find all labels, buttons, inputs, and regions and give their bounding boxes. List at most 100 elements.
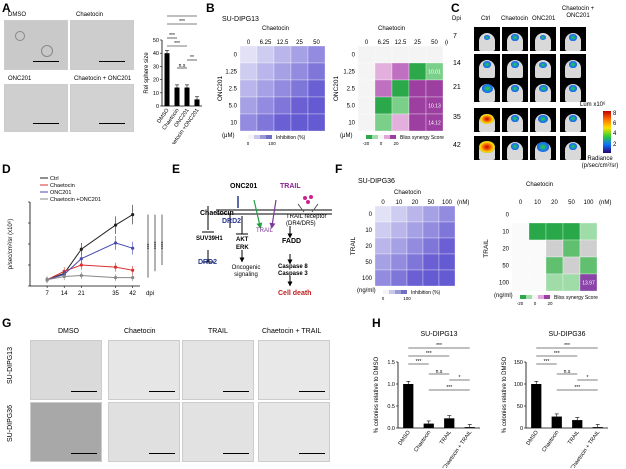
bli-mouse-image: [474, 78, 500, 102]
heatmap-bliss-b: 0 6.25 12.5 25 50 (nM) 0 1.25 2.5 5.0 10 ONC201 (μM)…: [333, 40, 448, 146]
heatmap-cell: [562, 239, 581, 258]
legend-swatch: [248, 135, 254, 139]
heatmap-cell: [545, 273, 564, 292]
sig-label: ***: [446, 385, 452, 391]
data-point: [113, 223, 118, 227]
g-img-13-trail: [182, 340, 254, 400]
legend-tick: 20: [547, 301, 553, 306]
heatmap-cell: [390, 269, 408, 287]
heatmap-cell: [357, 96, 376, 115]
legend-label: Chaetocin: [50, 183, 75, 189]
x-tick-label: 21: [78, 291, 85, 297]
col-unit: (nM): [445, 40, 448, 46]
heatmap-cell: [438, 221, 456, 239]
bar: [592, 427, 603, 428]
bli-mouse-image: [502, 108, 528, 132]
heatmap-cell: [273, 96, 292, 115]
heatmap-cell: [528, 205, 547, 224]
bli-mouse-image: [560, 108, 586, 132]
radiance-color-scale: [603, 111, 611, 153]
heatmap-cell: [273, 62, 292, 81]
heatmap-cell: [239, 113, 258, 132]
legend-label: Chaetocin +ONC201: [50, 197, 101, 203]
heatmap-cell: [425, 113, 444, 132]
legend-swatch: [526, 295, 532, 299]
c-row-label: 7: [453, 33, 457, 40]
chart-title: SU-DIPG36: [549, 331, 586, 338]
micrograph-combo: [70, 84, 134, 132]
bli-mouse-image: [560, 136, 586, 160]
sig-label: n.s: [436, 369, 443, 375]
heatmap-cell: [357, 62, 376, 81]
e-onco: Oncogenic signaling: [231, 265, 261, 278]
sig-label: ***: [574, 385, 580, 391]
sig-label: ****: [154, 241, 160, 249]
row-unit: (ng/ml): [357, 288, 376, 294]
sig-label: ***: [544, 359, 550, 365]
x-tick-label: 35: [112, 291, 119, 297]
heatmap-cell: [390, 253, 408, 271]
x-tick-label: Chaetocin: [413, 430, 432, 454]
heatmap-cell: [422, 205, 440, 223]
col-label: 25: [296, 40, 303, 46]
bar: [531, 384, 542, 428]
heatmap-cell: [511, 222, 530, 241]
y-axis-label: % colonies relative to DMSO: [502, 356, 508, 433]
label-dmso: DMSO: [8, 12, 26, 18]
y-tick-label: 0.5: [387, 404, 395, 410]
row-label: 10: [230, 121, 237, 127]
legend-tick: 0: [380, 141, 383, 146]
heatmap-cell: [290, 113, 309, 132]
col-label: 0: [381, 200, 385, 206]
col-label: 6.25: [260, 40, 272, 46]
heatmap-cell: [422, 237, 440, 255]
bli-mouse-image: [560, 54, 586, 78]
heatmap-cell: [374, 79, 393, 98]
panel-label-c: C: [451, 1, 460, 15]
series-line: [46, 242, 133, 281]
col-label: 50: [568, 200, 575, 206]
bli-mouse-image: [474, 27, 500, 51]
heatmap-cell: [406, 221, 424, 239]
heatmap-cell: [290, 45, 309, 64]
data-point: [113, 265, 118, 269]
micrograph-onc201: [4, 84, 68, 132]
e-akt: AKT ERK: [236, 237, 249, 251]
col-label: 12.5: [395, 40, 407, 46]
heatmap-cell: [357, 113, 376, 132]
chart-a-bars: 01020304050DMSOChaetocinONC201Chaetocin …: [144, 14, 202, 144]
heatmap-cell: [406, 253, 424, 271]
heatmap-cell: [579, 273, 598, 292]
heatmap-cell: [528, 256, 547, 275]
data-point: [79, 257, 83, 261]
col-label: 0: [519, 200, 523, 206]
heatmap-cell: [391, 79, 410, 98]
y-tick-label: 40: [153, 51, 159, 57]
heatmap-cell: [374, 62, 393, 81]
heatmap-cell: [406, 269, 424, 287]
label-chaetocin: Chaetocin: [76, 12, 104, 18]
heatmap-cell: [528, 239, 547, 258]
bli-mouse-image: [530, 27, 556, 51]
heatmap-cell: [391, 96, 410, 115]
heatmap-cell: [307, 62, 326, 81]
heatmap-cell: [579, 256, 598, 275]
heatmap-cell: [579, 222, 598, 241]
heatmap-cell: [408, 45, 427, 64]
heatmap-cell: [545, 239, 564, 258]
row-label: 20: [502, 247, 509, 253]
row-label: 2.5: [347, 87, 356, 93]
e-fadd: FADD: [282, 238, 302, 245]
c-dpi-label: Dpi: [452, 16, 462, 22]
sig-label: ****: [161, 241, 167, 249]
heatmap-cell: [438, 253, 456, 271]
e-death: Cell death: [278, 290, 312, 297]
heatmap-cell: [391, 62, 410, 81]
c-row-label: 35: [453, 114, 461, 121]
micrograph-dmso: [4, 20, 68, 70]
row-axis-label: TRAIL: [350, 236, 357, 255]
panel-label-f: F: [335, 162, 343, 176]
c-row-label: 21: [453, 84, 461, 91]
heatmap-cell: [273, 45, 292, 64]
heatmap-cell: [374, 96, 393, 115]
